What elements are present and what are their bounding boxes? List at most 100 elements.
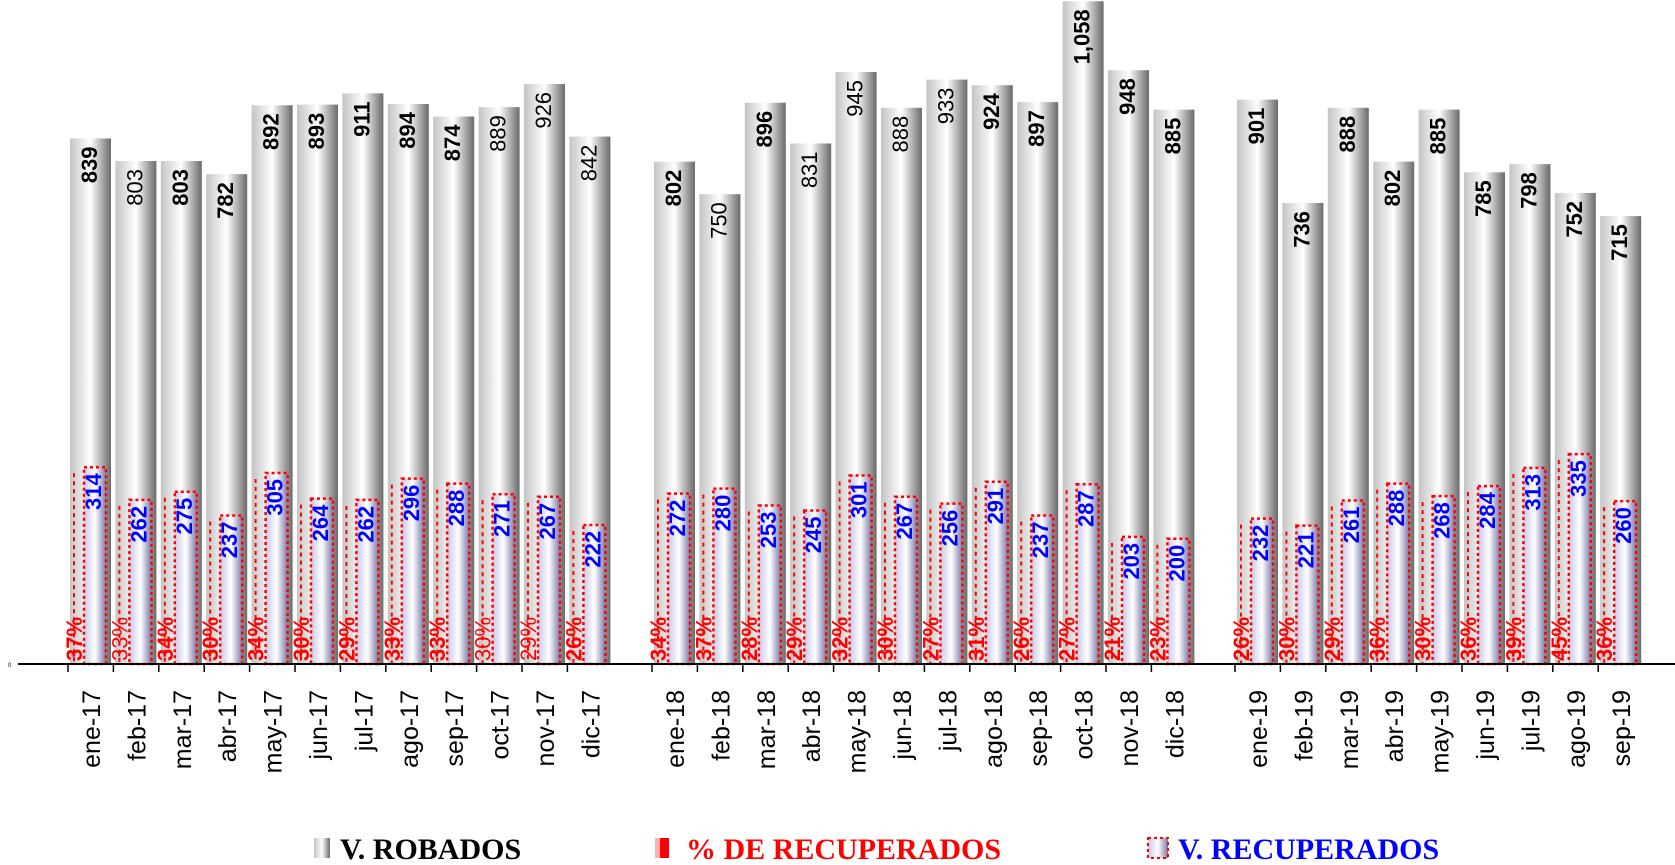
label-robados: 842 bbox=[576, 145, 601, 182]
label-robados: 736 bbox=[1289, 211, 1314, 248]
legend-label-recuperados: V. RECUPERADOS bbox=[1178, 833, 1439, 865]
label-robados: 785 bbox=[1471, 180, 1496, 217]
label-recuperados: 288 bbox=[444, 490, 469, 527]
bar-recuperados bbox=[1296, 525, 1319, 664]
bar-recuperados bbox=[538, 496, 560, 664]
category-label: oct-17 bbox=[487, 690, 515, 759]
legend: V. ROBADOS % DE RECUPERADOS V. RECUPERAD… bbox=[314, 833, 1439, 865]
label-robados: 889 bbox=[486, 115, 511, 152]
legend-swatch-recuperados bbox=[1147, 837, 1169, 859]
category-label: ago-18 bbox=[980, 690, 1008, 768]
label-pct: 34% bbox=[646, 617, 671, 661]
category-label: jul-17 bbox=[350, 690, 378, 752]
label-pct: 21% bbox=[1100, 617, 1125, 661]
label-robados: 803 bbox=[168, 169, 193, 206]
category-label: dic-17 bbox=[577, 690, 605, 758]
bar-recuperados bbox=[583, 524, 606, 664]
legend-swatch-robados bbox=[314, 838, 330, 858]
label-recuperados: 287 bbox=[1074, 490, 1099, 527]
bar-recuperados bbox=[447, 483, 470, 664]
label-robados: 926 bbox=[531, 92, 556, 129]
label-recuperados: 262 bbox=[353, 506, 378, 543]
bar-recuperados bbox=[1341, 500, 1364, 664]
label-recuperados: 200 bbox=[1164, 545, 1189, 582]
category-label: ago-17 bbox=[396, 690, 424, 768]
label-robados: 911 bbox=[349, 101, 374, 137]
label-robados: 885 bbox=[1160, 118, 1185, 155]
category-label: sep-19 bbox=[1608, 690, 1636, 766]
bar-recuperados bbox=[174, 491, 197, 664]
label-pct: 36% bbox=[1592, 617, 1617, 661]
bar-recuperados bbox=[985, 481, 1008, 664]
label-recuperados: 261 bbox=[1339, 507, 1364, 544]
bar-recuperados bbox=[940, 503, 963, 664]
category-label: ene-18 bbox=[662, 690, 690, 768]
label-recuperados: 313 bbox=[1520, 474, 1545, 511]
bar-recuperados bbox=[804, 510, 827, 664]
bar-recuperados-outline bbox=[712, 487, 737, 666]
label-pct: 45% bbox=[1547, 617, 1572, 661]
label-recuperados: 237 bbox=[217, 522, 242, 559]
category-label: jun-19 bbox=[1472, 690, 1500, 761]
label-robados: 782 bbox=[213, 182, 238, 219]
label-robados: 798 bbox=[1516, 172, 1541, 209]
category-label: abr-18 bbox=[798, 690, 826, 762]
label-recuperados: 256 bbox=[937, 510, 962, 547]
category-label: ene-19 bbox=[1245, 690, 1273, 768]
category-label: ago-19 bbox=[1563, 690, 1591, 768]
label-pct: 34% bbox=[244, 617, 269, 661]
bar-recuperados bbox=[1031, 515, 1054, 664]
label-pct: 39% bbox=[1501, 617, 1526, 661]
bar-recuperados bbox=[1568, 454, 1591, 664]
label-robados: 839 bbox=[77, 146, 102, 183]
label-recuperados: 296 bbox=[399, 485, 424, 522]
label-recuperados: 260 bbox=[1611, 507, 1636, 544]
bars-layer: 839 314 37% 803 262 33% 803 275 34% 782 237 30% 892 3… bbox=[62, 1, 1642, 666]
bar-recuperados bbox=[311, 498, 333, 664]
category-label: jul-18 bbox=[934, 690, 962, 752]
label-recuperados: 314 bbox=[81, 473, 106, 510]
bar-recuperados-outline bbox=[1295, 524, 1320, 666]
label-robados: 885 bbox=[1426, 118, 1451, 155]
label-recuperados: 267 bbox=[535, 503, 560, 540]
x-axis: 0 bbox=[8, 663, 1675, 669]
label-pct: 30% bbox=[289, 617, 314, 661]
category-label: may-17 bbox=[260, 690, 288, 773]
bar-recuperados bbox=[492, 494, 515, 664]
bar-recuperados bbox=[713, 488, 736, 664]
label-pct: 29% bbox=[1320, 617, 1345, 661]
label-robados: 874 bbox=[440, 124, 465, 161]
bar-recuperados-outline bbox=[355, 498, 380, 666]
bar-recuperados-outline bbox=[848, 474, 873, 666]
label-pct: 26% bbox=[561, 617, 586, 661]
label-pct: 33% bbox=[425, 617, 450, 661]
label-robados: 892 bbox=[259, 113, 284, 150]
bar-recuperados bbox=[356, 499, 379, 664]
bar-recuperados bbox=[1167, 538, 1190, 664]
label-pct: 23% bbox=[1145, 617, 1170, 661]
label-pct: 30% bbox=[198, 617, 223, 661]
bar-recuperados bbox=[1523, 467, 1546, 664]
label-recuperados: 222 bbox=[580, 531, 605, 568]
category-label: may-18 bbox=[844, 690, 872, 773]
label-robados: 897 bbox=[1024, 110, 1049, 147]
label-pct: 34% bbox=[153, 617, 178, 661]
label-recuperados: 264 bbox=[308, 504, 333, 541]
category-label: dic-18 bbox=[1161, 690, 1189, 758]
label-pct: 36% bbox=[1365, 617, 1390, 661]
bar-recuperados bbox=[84, 467, 106, 664]
category-label: sep-17 bbox=[441, 690, 469, 766]
category-label: nov-18 bbox=[1116, 690, 1144, 766]
label-robados: 1,058 bbox=[1070, 9, 1095, 64]
bar-recuperados bbox=[849, 475, 872, 664]
category-label: feb-17 bbox=[123, 690, 151, 761]
label-recuperados: 305 bbox=[263, 479, 288, 516]
label-recuperados: 280 bbox=[710, 495, 735, 532]
category-label: nov-17 bbox=[532, 690, 560, 766]
category-label: jul-19 bbox=[1517, 690, 1545, 752]
label-robados: 803 bbox=[122, 169, 147, 206]
bar-recuperados bbox=[1478, 486, 1500, 664]
label-pct: 30% bbox=[873, 617, 898, 661]
label-pct: 29% bbox=[516, 617, 541, 661]
